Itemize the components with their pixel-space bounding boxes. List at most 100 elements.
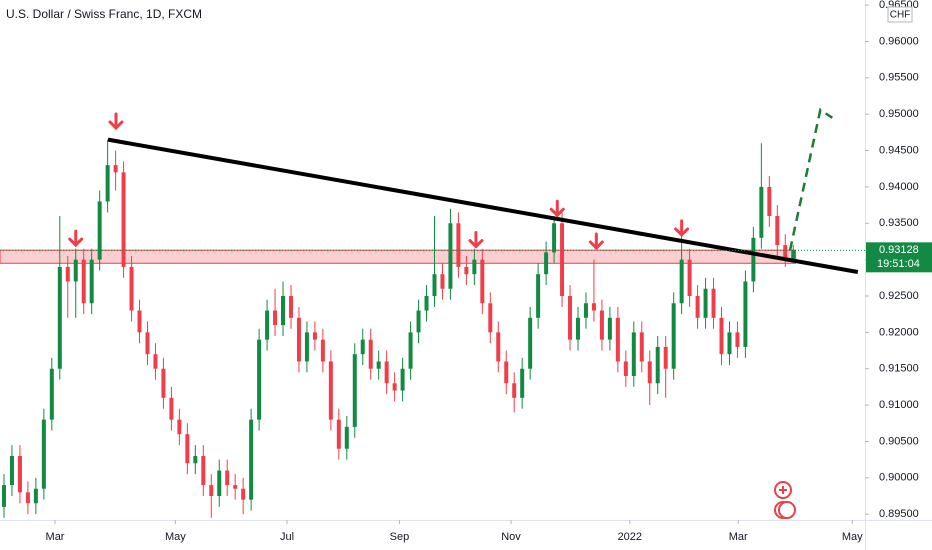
candle-body <box>647 361 652 384</box>
candle-body <box>751 237 756 282</box>
candle-body <box>296 317 301 362</box>
y-tick-label: 0.92500 <box>879 290 919 302</box>
y-tick-label: 0.91500 <box>879 363 919 375</box>
candle-body <box>392 383 397 391</box>
down-arrow <box>68 229 84 248</box>
candle-body <box>472 259 477 275</box>
candle-body <box>583 303 588 318</box>
candle-body <box>791 250 796 260</box>
candle-body <box>615 317 620 362</box>
candle-body <box>520 368 525 398</box>
candle-body <box>400 368 405 391</box>
candle-body <box>727 332 732 355</box>
candle-body <box>265 310 270 340</box>
candle-body <box>432 274 437 296</box>
down-arrow <box>588 232 604 251</box>
down-arrow <box>674 219 690 238</box>
candle-body <box>424 296 429 311</box>
candle-body <box>496 332 501 362</box>
candle-body <box>448 223 453 289</box>
candle-body <box>416 310 421 333</box>
y-tick-label: 0.94000 <box>879 181 919 193</box>
candle-body <box>679 259 684 304</box>
candle-body <box>623 361 628 376</box>
x-tick-label: Sep <box>390 531 410 543</box>
countdown-label: 19:51:04 <box>877 258 920 270</box>
candle-body <box>464 266 469 275</box>
candle-body <box>49 368 54 420</box>
candle-body <box>169 397 174 420</box>
candle-body <box>25 492 30 504</box>
y-tick-label: 0.95000 <box>879 108 919 120</box>
candle-body <box>249 419 254 500</box>
y-tick-label: 0.96500 <box>879 0 919 11</box>
candle-body <box>233 485 238 489</box>
chart-title: U.S. Dollar / Swiss Franc, 1D, FXCM <box>6 7 202 21</box>
candle-body <box>288 296 293 318</box>
candle-body <box>352 354 357 427</box>
candle-body <box>544 252 549 275</box>
candle-body <box>320 339 325 362</box>
candle-body <box>384 361 389 384</box>
candle-body <box>41 419 46 489</box>
candle-body <box>759 186 764 238</box>
candle-body <box>336 419 341 449</box>
support-zone <box>0 249 797 264</box>
x-tick-label: Jul <box>280 531 294 543</box>
candle-body <box>145 332 150 355</box>
candle-body <box>607 317 612 340</box>
candle-body <box>121 172 126 267</box>
candle-body <box>33 488 38 504</box>
y-tick-label: 0.90000 <box>879 472 919 484</box>
candle-body <box>703 288 708 318</box>
last-price-label: 0.93128 <box>879 244 919 256</box>
candle-body <box>193 456 198 464</box>
candle-body <box>65 266 70 282</box>
candle-body <box>480 259 485 304</box>
candle-body <box>304 332 309 362</box>
candle-body <box>743 281 748 347</box>
candle-body <box>9 456 14 486</box>
candle-body <box>273 310 278 326</box>
y-tick-label: 0.94500 <box>879 144 919 156</box>
candle-body <box>201 456 206 486</box>
candle-body <box>488 303 493 333</box>
candle-body <box>217 470 222 496</box>
candle-body <box>1 485 6 507</box>
candle-body <box>177 419 182 435</box>
down-arrow <box>549 199 565 218</box>
candle-body <box>591 303 596 311</box>
x-tick-label: Mar <box>729 531 748 543</box>
last-price-box <box>866 242 932 273</box>
candle-body <box>552 223 557 253</box>
projection-path <box>788 107 834 251</box>
candle-body <box>639 332 644 362</box>
candle-body <box>512 383 517 398</box>
currency-label: CHF <box>890 10 911 21</box>
x-tick-label: May <box>842 531 863 543</box>
currency-box <box>887 6 913 23</box>
x-tick-label: Mar <box>46 531 65 543</box>
candle-body <box>105 165 110 202</box>
candle-body <box>113 165 118 173</box>
candle-body <box>663 346 668 369</box>
candle-body <box>328 361 333 420</box>
candle-body <box>599 310 604 340</box>
candle-body <box>775 216 780 246</box>
candle-body <box>81 259 86 304</box>
candle-body <box>57 266 62 369</box>
y-tick-label: 0.90500 <box>879 435 919 447</box>
candle-body <box>17 456 22 493</box>
candle-body <box>97 201 102 260</box>
candle-body <box>161 368 166 398</box>
candle-body <box>129 266 134 311</box>
y-tick-label: 0.95500 <box>879 72 919 84</box>
candle-body <box>655 346 660 384</box>
y-tick-label: 0.91000 <box>879 399 919 411</box>
candle-body <box>456 223 461 267</box>
candle-body <box>671 303 676 369</box>
candle-body <box>360 339 365 355</box>
x-tick-label: May <box>165 531 186 543</box>
candle-body <box>225 470 230 486</box>
